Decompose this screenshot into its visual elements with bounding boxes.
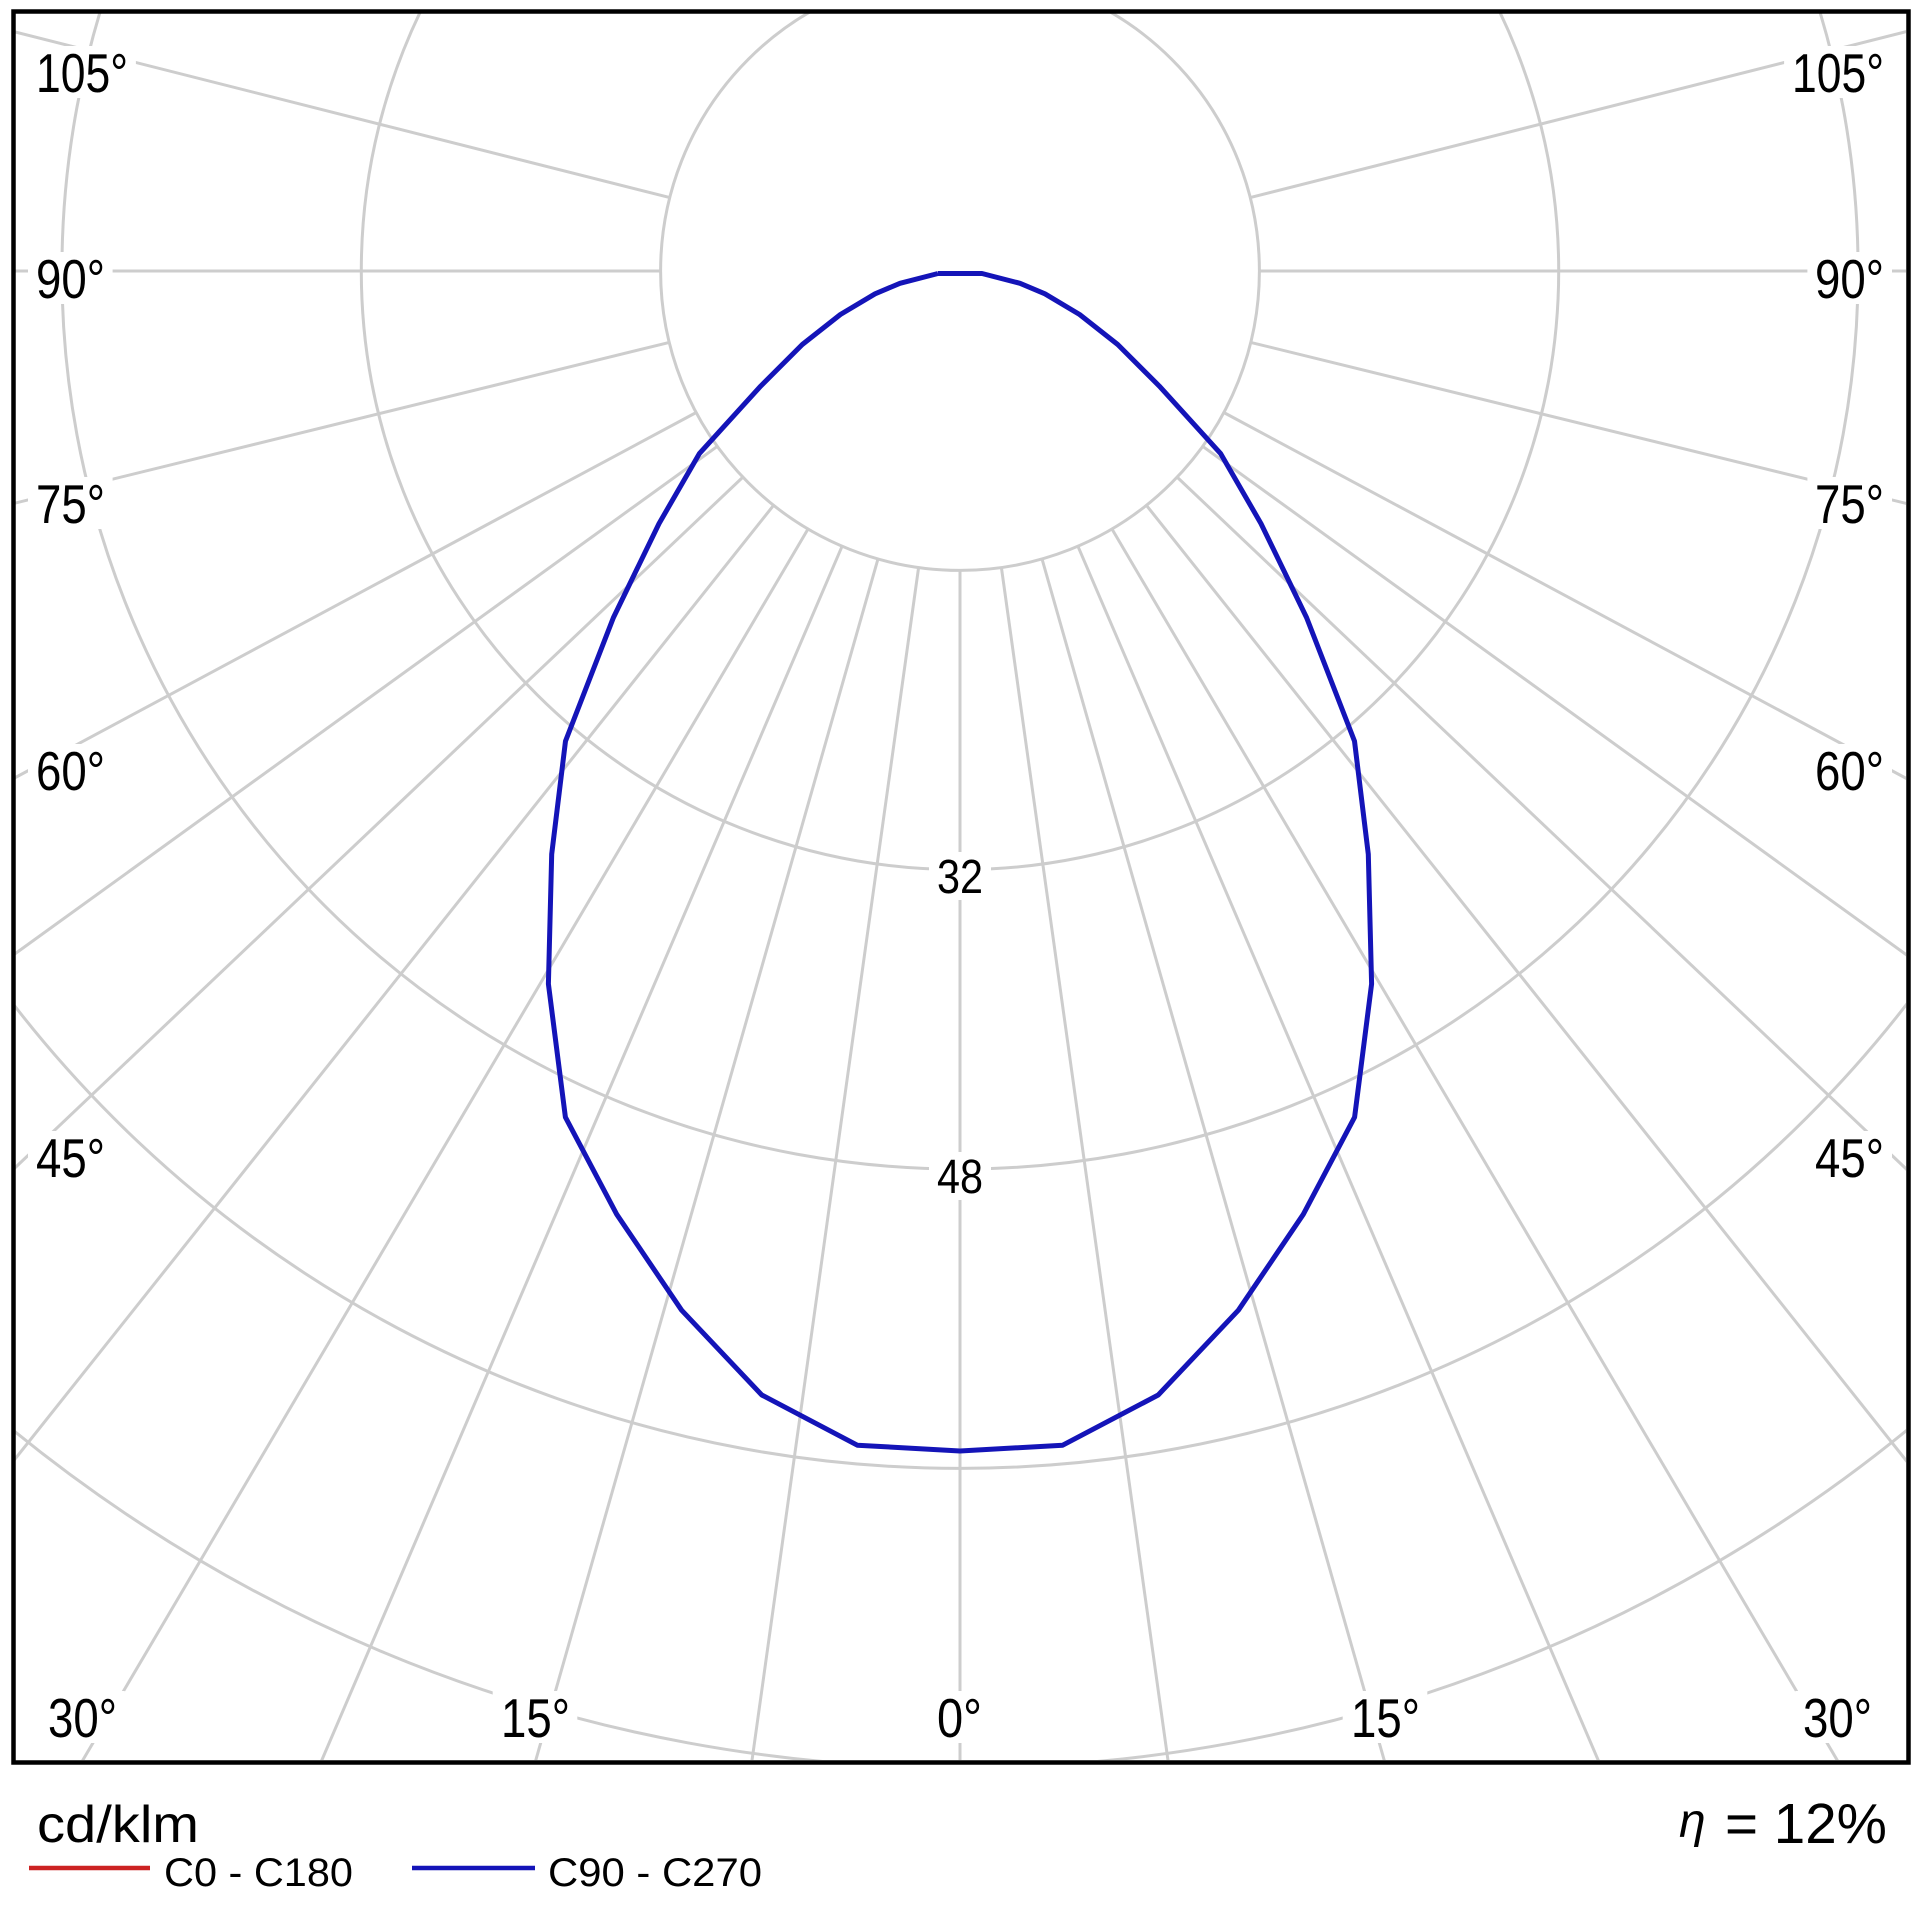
svg-text:75°: 75° xyxy=(1815,473,1884,535)
svg-text:60°: 60° xyxy=(1815,740,1884,802)
svg-text:48: 48 xyxy=(937,1151,983,1204)
svg-text:75°: 75° xyxy=(36,473,105,535)
svg-text:90°: 90° xyxy=(36,248,105,310)
svg-text:30°: 30° xyxy=(48,1687,117,1749)
svg-text:= 12%: = 12% xyxy=(1725,1792,1887,1856)
svg-text:32: 32 xyxy=(937,851,983,904)
svg-text:30°: 30° xyxy=(1803,1687,1872,1749)
svg-text:15°: 15° xyxy=(1351,1687,1420,1749)
svg-text:105°: 105° xyxy=(1792,42,1884,104)
svg-text:η: η xyxy=(1679,1795,1706,1848)
svg-text:45°: 45° xyxy=(1815,1127,1884,1189)
svg-text:C0 - C180: C0 - C180 xyxy=(164,1851,353,1895)
svg-text:60°: 60° xyxy=(36,740,105,802)
svg-text:105°: 105° xyxy=(36,42,128,104)
svg-text:90°: 90° xyxy=(1815,248,1884,310)
svg-text:cd/klm: cd/klm xyxy=(37,1796,199,1854)
svg-text:C90 - C270: C90 - C270 xyxy=(548,1851,762,1895)
svg-text:15°: 15° xyxy=(501,1687,570,1749)
svg-text:45°: 45° xyxy=(36,1127,105,1189)
svg-text:0°: 0° xyxy=(937,1687,982,1749)
